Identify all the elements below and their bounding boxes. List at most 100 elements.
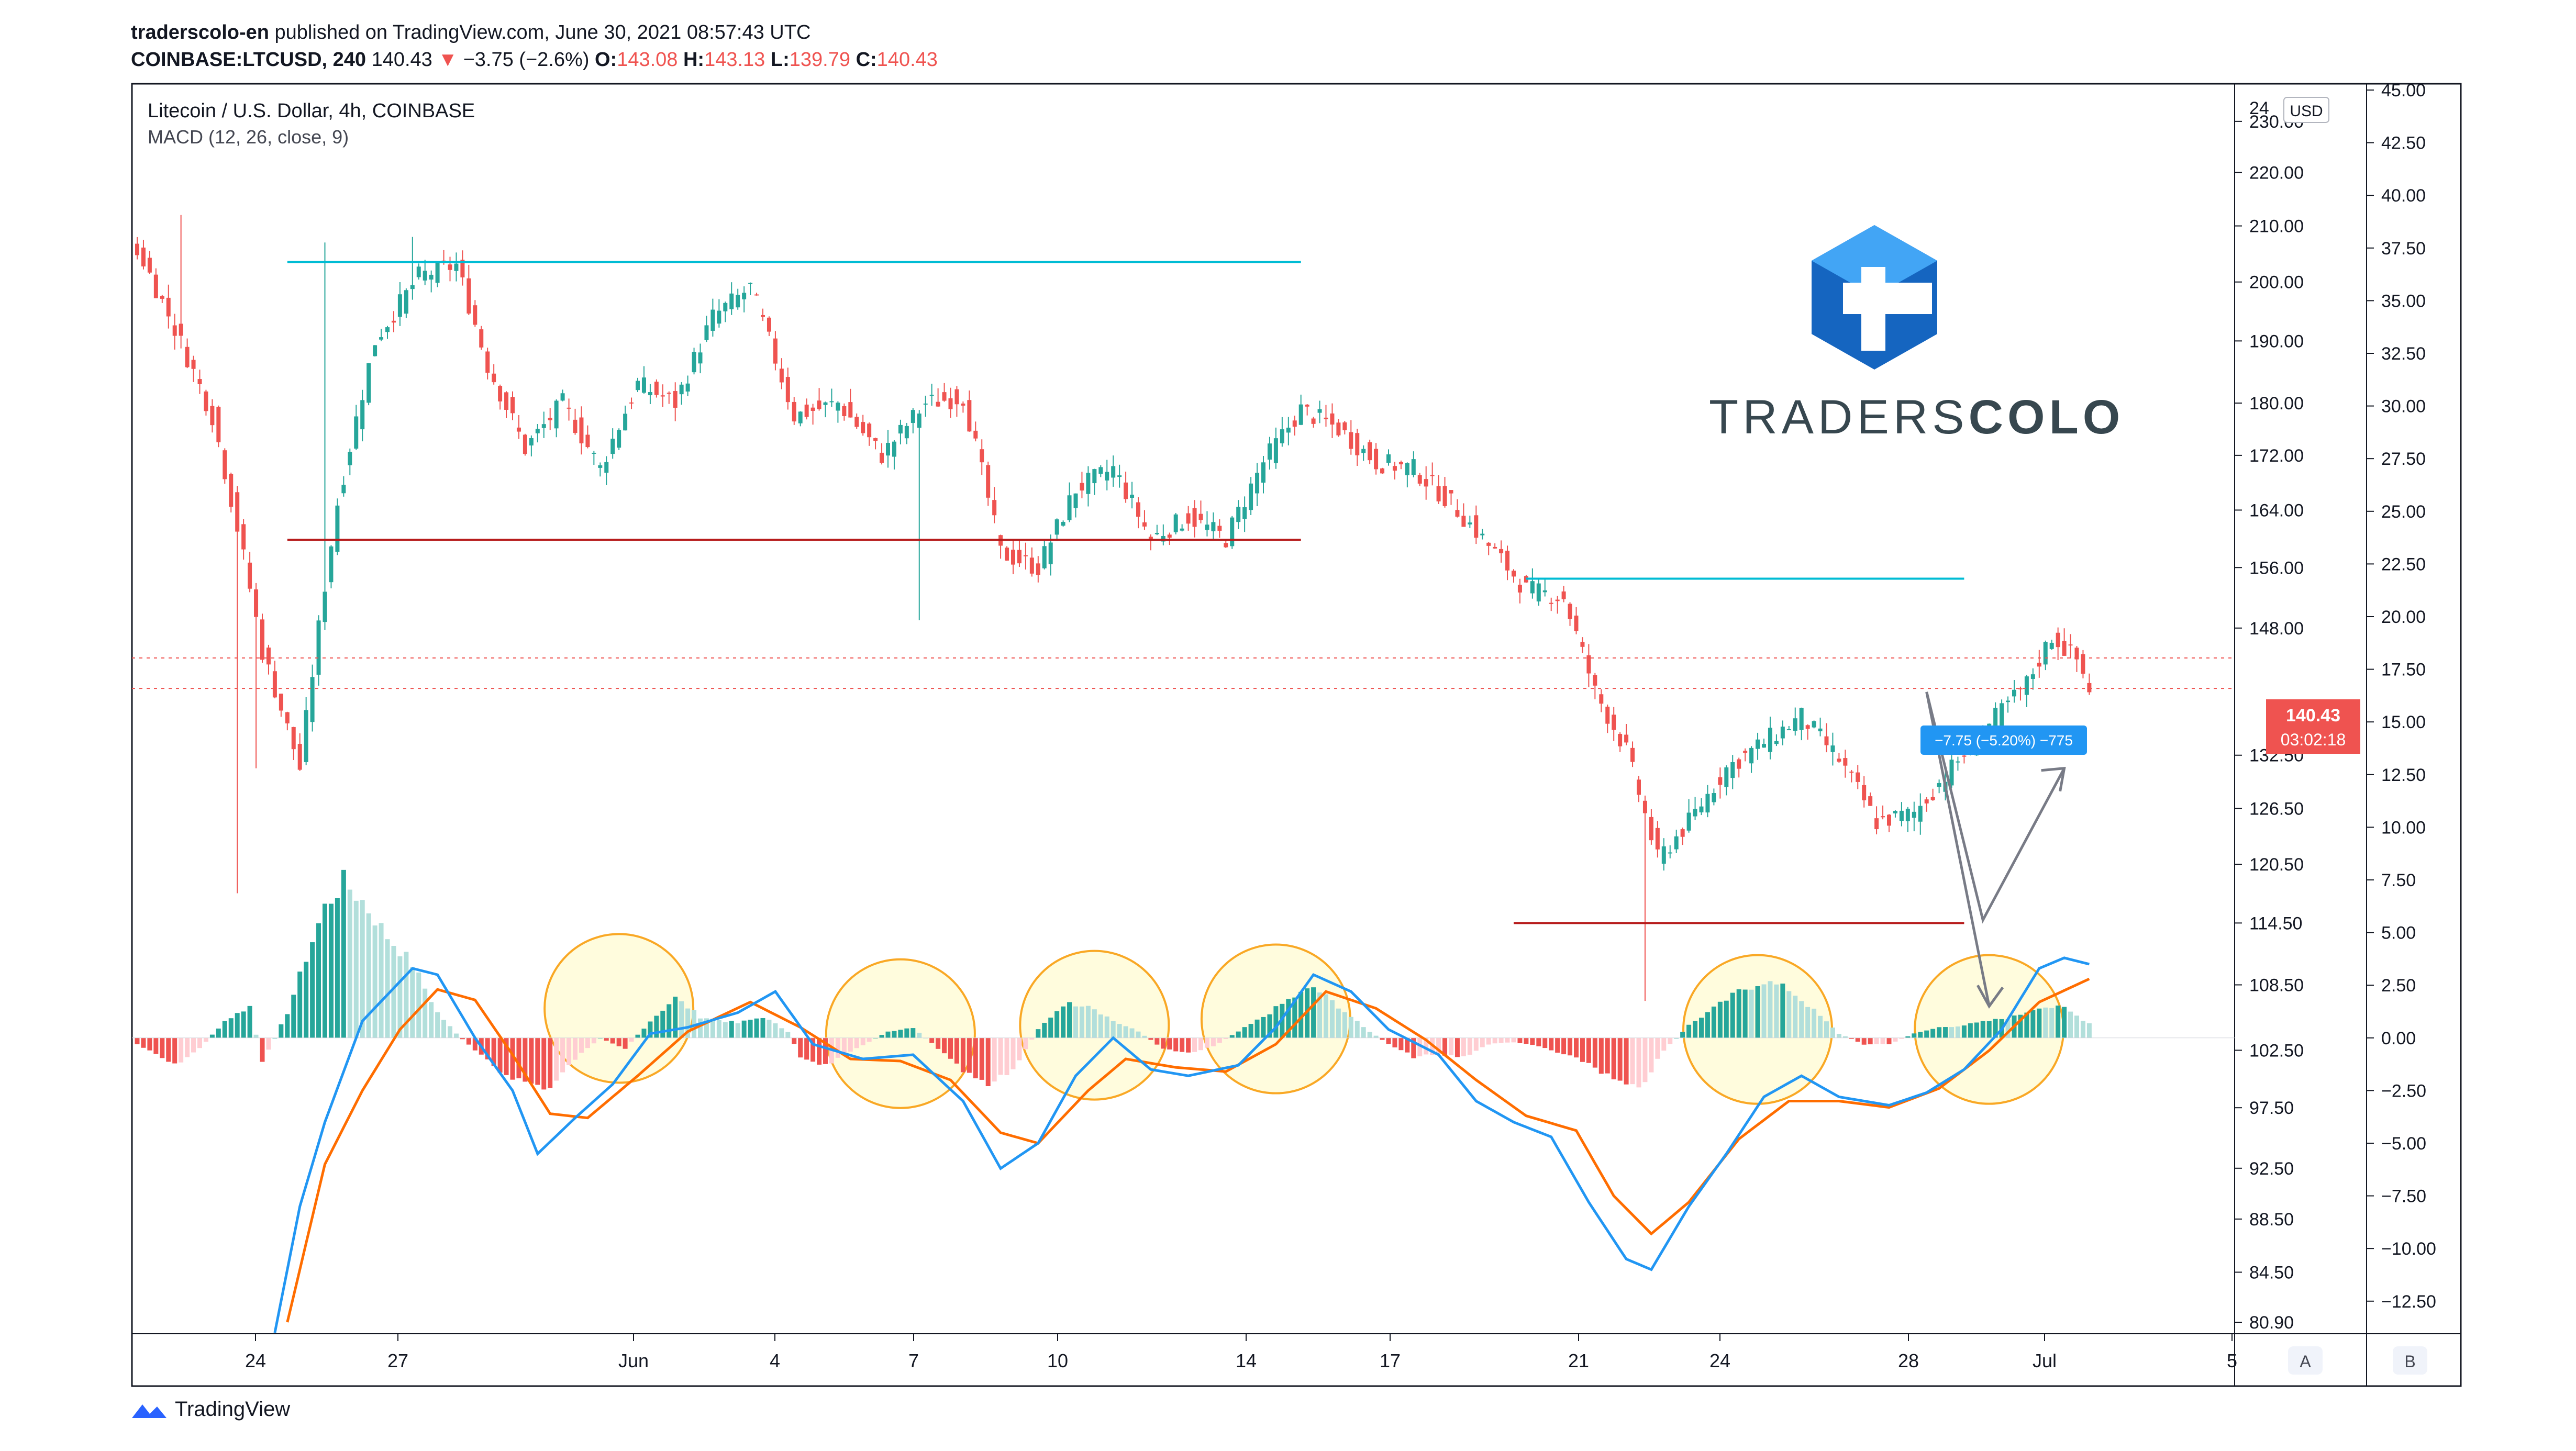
macd-histogram-bar — [1079, 1006, 1084, 1038]
candle-body — [548, 418, 552, 420]
macd-histogram-bar — [1668, 1037, 1673, 1044]
candle-body — [1224, 543, 1228, 548]
candle-body — [2087, 683, 2092, 693]
macd-histogram-bar — [1912, 1033, 1917, 1038]
macd-histogram-bar — [685, 1008, 691, 1038]
macd-scale-button[interactable] — [2393, 1346, 2427, 1375]
macd-histogram-bar — [1054, 1011, 1060, 1038]
arrow-head-down-icon — [1977, 985, 2004, 1009]
time-axis-label: 17 — [1380, 1350, 1401, 1371]
candle-body — [1255, 473, 1260, 494]
macd-histogram-bar — [485, 1037, 490, 1059]
macd-histogram-bar — [335, 898, 340, 1038]
candle-body — [1054, 519, 1059, 535]
candle-body — [641, 377, 646, 393]
macd-histogram-bar — [1549, 1037, 1554, 1051]
candle-body — [1743, 751, 1748, 753]
candle-body — [1799, 708, 1804, 730]
candle-body — [516, 427, 521, 432]
candle-body — [1330, 413, 1335, 425]
candle-body — [854, 417, 859, 427]
candle-body — [404, 290, 408, 314]
candle-body — [510, 397, 515, 414]
macd-histogram-bar — [1211, 1037, 1216, 1046]
price-axis-label: 84.50 — [2249, 1263, 2294, 1282]
candle-body — [529, 438, 534, 446]
tradingview-brand[interactable]: TradingView — [131, 1398, 290, 1421]
price-axis[interactable]: 24230.00220.00210.00200.00190.00180.0017… — [2235, 98, 2304, 1333]
macd-histogram-bar — [1568, 1037, 1573, 1056]
legend-indicator[interactable]: MACD (12, 26, close, 9) — [148, 126, 349, 148]
candle-body — [1455, 510, 1460, 517]
candle-body — [1612, 715, 1616, 730]
macd-histogram — [135, 869, 2092, 1090]
logo-notch-icon — [1843, 283, 1932, 314]
macd-histogram-bar — [153, 1037, 159, 1054]
candle-body — [1624, 734, 1629, 743]
candle-body — [1405, 463, 1409, 475]
candle-body — [1555, 599, 1560, 601]
macd-histogram-bar — [1736, 989, 1741, 1038]
candle-body — [779, 369, 784, 383]
time-axis-label: 24 — [1709, 1350, 1730, 1371]
candle-body — [836, 403, 840, 411]
candle-body — [1830, 745, 1835, 752]
candle-body — [1186, 513, 1191, 524]
macd-histogram-bar — [1129, 1028, 1135, 1038]
price-axis-label: 200.00 — [2249, 273, 2304, 293]
candle-body — [829, 401, 834, 403]
macd-histogram-bar — [1348, 1017, 1353, 1038]
macd-histogram-bar — [1361, 1027, 1366, 1038]
macd-histogram-bar — [466, 1037, 471, 1045]
macd-axis-label: 22.50 — [2381, 554, 2426, 574]
candle-body — [1436, 486, 1441, 501]
candle-body — [291, 727, 296, 750]
low-value: 139.79 — [789, 49, 850, 71]
macd-histogram-bar — [716, 1020, 721, 1038]
candle-body — [867, 423, 872, 438]
macd-histogram-bar — [1711, 1006, 1716, 1038]
publisher-name[interactable]: traderscolo-en — [131, 21, 269, 43]
macd-histogram-bar — [985, 1037, 991, 1086]
macd-axis-label: 25.00 — [2381, 502, 2426, 522]
candle-body — [341, 485, 346, 494]
macd-histogram-bar — [1192, 1037, 1197, 1052]
macd-histogram-bar — [1730, 992, 1735, 1038]
macd-axis[interactable]: 45.00 42.50 40.00 37.50 35.00 32.50 30.00 27.50… — [2367, 81, 2436, 1312]
candle-body — [1342, 422, 1347, 431]
time-axis[interactable]: 24 27 Jun 4 7 10 14 17 21 24 28 Jul 5 — [245, 1334, 2237, 1371]
candle-body — [1124, 482, 1128, 499]
macd-histogram-bar — [548, 1037, 553, 1088]
macd-histogram-bar — [460, 1037, 465, 1040]
macd-histogram-bar — [1624, 1037, 1629, 1085]
macd-histogram-bar — [216, 1028, 221, 1038]
candle-body — [316, 620, 321, 675]
macd-histogram-bar — [573, 1037, 578, 1060]
macd-axis-label: 45.00 — [2381, 81, 2426, 101]
candle-body — [980, 449, 984, 463]
open-value: 143.08 — [617, 49, 678, 71]
macd-axis-label: 27.50 — [2381, 449, 2426, 469]
currency-badge[interactable] — [2283, 97, 2329, 123]
macd-histogram-bar — [247, 1006, 252, 1038]
candle-body — [1699, 806, 1704, 812]
macd-histogram-bar — [1254, 1019, 1260, 1038]
macd-histogram-bar — [1749, 989, 1754, 1038]
macd-histogram-bar — [260, 1037, 265, 1062]
macd-histogram-bar — [1780, 984, 1785, 1038]
macd-histogram-bar — [692, 1010, 697, 1038]
macd-histogram-bar — [266, 1037, 271, 1050]
macd-histogram-bar — [222, 1021, 227, 1038]
candle-body — [1236, 507, 1241, 522]
candle-body — [1380, 468, 1385, 474]
legend-main-series[interactable]: Litecoin / U.S. Dollar, 4h, COINBASE — [148, 100, 475, 122]
macd-histogram-bar — [1061, 1006, 1066, 1038]
macd-histogram-bar — [2062, 1007, 2067, 1038]
price-candles — [135, 215, 2092, 1001]
macd-histogram-bar — [929, 1037, 935, 1043]
candle-body — [1862, 785, 1867, 800]
macd-highlight-circles — [543, 933, 2065, 1109]
auto-scale-button[interactable] — [2288, 1346, 2323, 1375]
measure-box — [1920, 726, 2087, 755]
